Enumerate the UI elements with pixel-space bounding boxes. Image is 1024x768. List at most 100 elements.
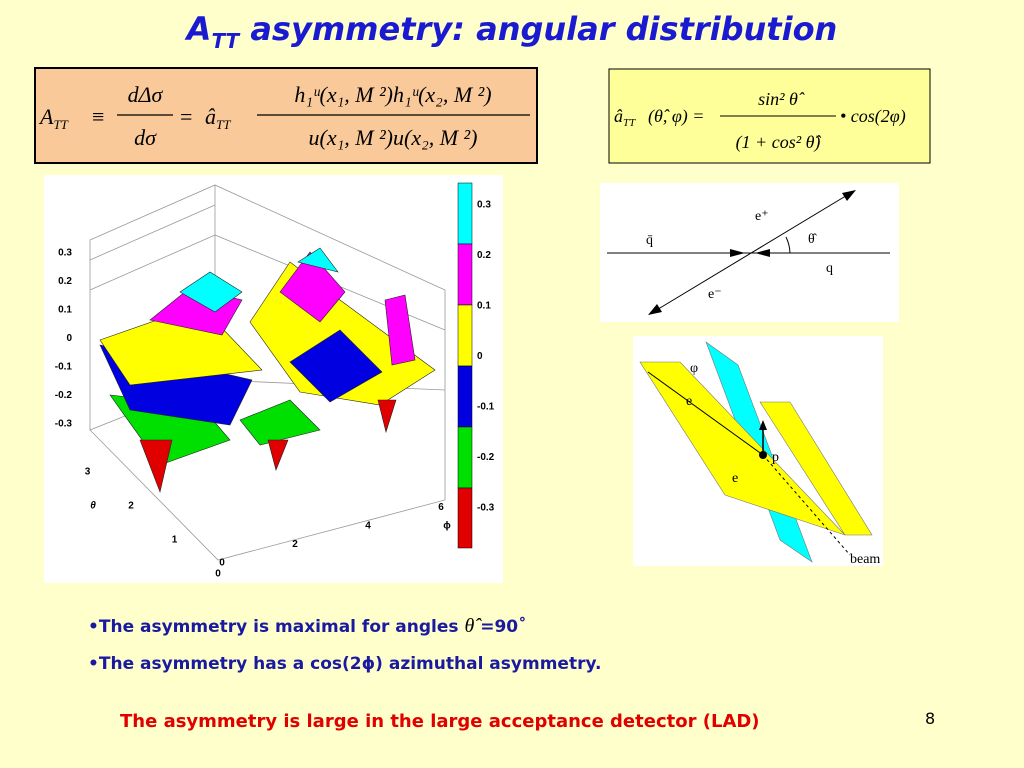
formula-text: TT — [216, 117, 231, 132]
formula-text: dΔσ — [128, 82, 164, 107]
surface-patch — [384, 294, 416, 366]
z-tick-label: 0.3 — [58, 248, 72, 259]
electron-line — [647, 371, 764, 456]
arrowhead — [842, 190, 856, 201]
colorbar-tick-label: 0.1 — [477, 301, 491, 312]
phi-tick-label: 6 — [438, 502, 444, 513]
surface-patch — [289, 329, 383, 403]
bullet: •The asymmetry has a cos(2ϕ) azimuthal a… — [88, 654, 601, 674]
colorbar-tick-label: 0.3 — [477, 200, 491, 211]
title-main: A — [184, 10, 212, 48]
diagram-label: e — [732, 471, 738, 486]
diagram-label: q̄ — [646, 233, 653, 248]
formula-text: = — [180, 104, 192, 129]
colorbar-segment — [457, 304, 473, 367]
surface-patch — [179, 271, 243, 313]
formula-text: h₁ᵘ(x₁, M ²)h₁ᵘ(x₂, M ²) — [294, 82, 491, 107]
formula-text: âTT — [205, 104, 231, 132]
phi-tick-label: 4 — [365, 521, 371, 532]
theta-tick-label: 0 — [215, 569, 221, 580]
formula-text: âTT — [614, 106, 636, 129]
title-rest: asymmetry: angular distribution — [239, 10, 837, 48]
diagram-label: p — [772, 450, 779, 465]
diagram-label: e — [686, 394, 692, 409]
z-tick-label: 0.1 — [58, 305, 72, 316]
diagram-label: e⁻ — [708, 287, 722, 302]
title: ATT asymmetry: angular distribution — [184, 10, 838, 53]
formula-text: u(x₁, M ²)u(x₂, M ²) — [309, 125, 478, 150]
arrowhead — [759, 420, 767, 430]
axis-label: ϕ — [443, 521, 451, 532]
colorbar-tick-label: -0.1 — [477, 402, 495, 413]
formula-text: TT — [623, 117, 636, 129]
frame-line — [89, 184, 446, 390]
surface-patch — [297, 247, 339, 273]
diagram-label: q — [826, 261, 833, 276]
theta-tick-label: 3 — [85, 467, 91, 478]
surface-patch — [139, 439, 173, 494]
surface-patch — [267, 439, 289, 471]
surface-patch — [377, 399, 397, 434]
z-tick-label: 0.2 — [58, 276, 72, 287]
theta-tick-label: 1 — [172, 535, 178, 546]
scattering-diagram: e⁺ q̄ θ̂ q e⁻ — [600, 183, 899, 322]
diagram-label: φ — [690, 361, 698, 376]
formula-text: (θ̂, φ) = — [648, 106, 704, 127]
frame-line — [89, 390, 446, 561]
arrowhead — [755, 249, 770, 257]
angle-arc — [785, 236, 791, 254]
phi-tick-label: 2 — [292, 539, 298, 550]
formula-text: (1 + cos² θ̂) — [736, 132, 822, 153]
beam-line — [762, 454, 851, 556]
frame-line — [89, 204, 216, 261]
colorbar-segment — [457, 365, 473, 428]
z-tick-label: -0.3 — [55, 419, 73, 430]
colorbar-tick-label: 0 — [477, 351, 483, 362]
surface — [99, 247, 436, 494]
diagram-label: e⁺ — [755, 209, 769, 224]
footer: The asymmetry is large in the large acce… — [120, 711, 760, 732]
formula-left: ATT ≡ dΔσ dσ = âTT h₁ᵘ(x₁, M ²)h₁ᵘ(x₂, M… — [38, 82, 530, 150]
colorbar — [457, 182, 473, 549]
formula-text: dσ — [134, 125, 157, 150]
formula-text: ≡ — [92, 104, 104, 129]
colorbar-segment — [457, 426, 473, 489]
colorbar-tick-label: -0.3 — [477, 503, 495, 514]
diagram-label: beam — [850, 552, 880, 567]
formula-text: TT — [53, 117, 68, 132]
plane — [759, 401, 873, 536]
surface-patch — [239, 399, 321, 446]
plot-background — [44, 175, 503, 583]
phi-tick-label: 0 — [219, 558, 225, 569]
formula-text: â — [614, 106, 623, 126]
arrowhead — [730, 249, 745, 257]
arrowhead — [648, 304, 662, 315]
theta-tick-label: 2 — [128, 501, 134, 512]
plane-diagram: φ e p e beam — [633, 336, 883, 567]
formula-text: ATT — [38, 104, 69, 132]
colorbar-tick-label: 0.2 — [477, 250, 491, 261]
formula-text: A — [38, 104, 54, 129]
colorbar-segment — [457, 487, 473, 549]
diagram-label: θ̂ — [808, 232, 818, 247]
z-tick-label: 0 — [66, 333, 72, 344]
proton — [759, 451, 767, 459]
formula-text: sin² θ̂ — [758, 89, 805, 109]
bullet-text: =90˚ — [474, 615, 526, 637]
colorbar-segment — [457, 243, 473, 306]
lepton-line — [649, 190, 855, 315]
formula-text: â — [205, 104, 216, 129]
page-number: 8 — [925, 709, 935, 728]
colorbar-segment — [457, 182, 473, 245]
z-tick-label: -0.2 — [55, 390, 73, 401]
bullet: •The asymmetry is maximal for angles θ̂ … — [88, 615, 527, 637]
formula-right: âTT (θ̂, φ) = sin² θ̂ (1 + cos² θ̂) • co… — [614, 89, 906, 153]
formula-text: • cos(2φ) — [840, 106, 906, 127]
axis-label: θ — [90, 501, 96, 512]
z-tick-label: -0.1 — [55, 362, 73, 373]
title-sub: TT — [211, 29, 240, 53]
bullet-text: •The asymmetry is maximal for angles — [88, 617, 464, 637]
plane — [639, 361, 846, 536]
colorbar-tick-label: -0.2 — [477, 452, 495, 463]
